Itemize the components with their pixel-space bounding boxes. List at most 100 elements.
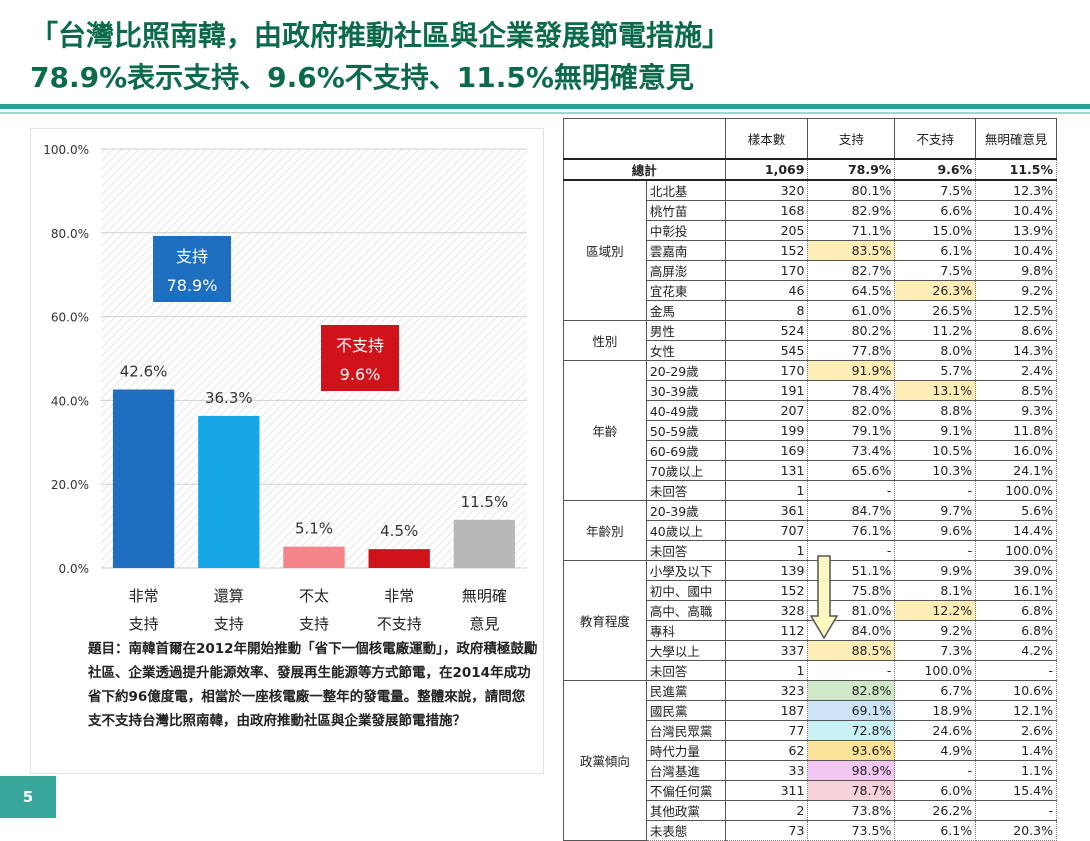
table-cell: 11.8%: [975, 419, 1057, 441]
x-category-label: 無明確: [462, 587, 507, 605]
table-row: 女性 545 77.8% 8.0% 14.3%: [564, 339, 1057, 361]
table-cell: 7.5%: [894, 259, 977, 281]
bar-value-label: 5.1%: [295, 520, 333, 538]
table-cell: 8.8%: [894, 399, 977, 421]
table-cell: 13.9%: [975, 219, 1057, 241]
table-cell: 11.2%: [894, 319, 977, 341]
table-cell: 545: [724, 339, 809, 361]
x-category-label: 意見: [469, 615, 499, 633]
table-row: 雲嘉南 152 83.5% 6.1% 10.4%: [564, 239, 1057, 261]
table-cell: 112: [724, 619, 809, 641]
survey-question: 題目：南韓首爾在2012年開始推動「省下一個核電廠運動」，政府積極鼓勵社區、企業…: [88, 641, 538, 729]
table-cell: 78.4%: [807, 379, 896, 401]
table-cell: 1: [724, 479, 809, 501]
header-corner: [563, 118, 726, 159]
bar: [368, 549, 430, 568]
row-label: 民進黨: [645, 679, 726, 701]
table-cell: -: [975, 799, 1057, 821]
row-label: 台灣民眾黨: [645, 719, 726, 741]
table-cell: 16.1%: [975, 579, 1057, 601]
row-label: 30-39歲: [645, 379, 726, 401]
table-cell: 64.5%: [807, 279, 896, 301]
table-cell: 9.1%: [894, 419, 977, 441]
table-cell: 9.8%: [975, 259, 1057, 281]
table-row: 其他政黨 2 73.8% 26.2% -: [564, 799, 1057, 821]
table-cell: 9.9%: [894, 559, 977, 581]
table-cell: 7.3%: [894, 639, 977, 661]
page-title-line2: 78.9%表示支持、9.6%不支持、11.5%無明確意見: [30, 61, 694, 94]
table-cell: 61.0%: [807, 299, 896, 321]
table-row: 時代力量 62 93.6% 4.9% 1.4%: [564, 739, 1057, 761]
column-header: 不支持: [894, 118, 977, 159]
table-cell: 311: [724, 779, 809, 801]
table-cell: 82.7%: [807, 259, 896, 281]
bar-chart: 0.0% 20.0% 40.0% 60.0% 80.0% 100.0% 42.6% 36.3…: [43, 143, 527, 633]
table-cell: 24.6%: [894, 719, 977, 741]
table-cell: 6.1%: [894, 819, 977, 841]
table-cell: 9.7%: [894, 499, 977, 521]
row-label: 中彰投: [645, 219, 726, 241]
table-cell: 187: [724, 699, 809, 721]
row-label: 宜花東: [645, 279, 726, 301]
table-cell: 80.1%: [807, 179, 896, 201]
table-cell: 26.3%: [894, 279, 977, 301]
row-label: 雲嘉南: [645, 239, 726, 261]
table-cell: 170: [724, 259, 809, 281]
table-cell: 8.1%: [894, 579, 977, 601]
table-cell: 62: [724, 739, 809, 761]
table-cell: 10.4%: [975, 239, 1057, 261]
bar: [283, 546, 345, 568]
table-cell: 93.6%: [807, 739, 896, 761]
x-category-label: 非常: [384, 587, 414, 605]
x-category-label: 非常: [129, 587, 159, 605]
table-cell: 2.6%: [975, 719, 1057, 741]
table-cell: -: [894, 759, 977, 781]
y-tick-label: 40.0%: [51, 394, 89, 408]
table-cell: 12.2%: [894, 599, 977, 621]
row-label: 初中、國中: [645, 579, 726, 601]
table-cell: 328: [724, 599, 809, 621]
bar-value-label: 42.6%: [120, 363, 168, 381]
row-label: 不偏任何黨: [645, 779, 726, 801]
column-header: 支持: [807, 118, 896, 159]
table-cell: 2.4%: [975, 359, 1057, 381]
x-category-label: 不支持: [377, 615, 422, 633]
table-cell: 199: [724, 419, 809, 441]
table-cell: 77: [724, 719, 809, 741]
total-cell: 9.6%: [894, 157, 977, 181]
row-label: 60-69歲: [645, 439, 726, 461]
table-cell: 323: [724, 679, 809, 701]
summary-box-label: 不支持: [336, 336, 384, 355]
total-cell: 78.9%: [807, 157, 896, 181]
total-cell: 11.5%: [975, 157, 1057, 181]
y-tick-label: 100.0%: [43, 143, 89, 157]
table-cell: 100.0%: [975, 479, 1057, 501]
table-row: 中彰投 205 71.1% 15.0% 13.9%: [564, 219, 1057, 241]
table-cell: 168: [724, 199, 809, 221]
table-cell: 9.6%: [894, 519, 977, 541]
table-row: 30-39歲 191 78.4% 13.1% 8.5%: [564, 379, 1057, 401]
table-row: 40-49歲 207 82.0% 8.8% 9.3%: [564, 399, 1057, 421]
group-label: 區域別: [563, 179, 647, 321]
table-row: 台灣民眾黨 77 72.8% 24.6% 2.6%: [564, 719, 1057, 741]
table-cell: 69.1%: [807, 699, 896, 721]
y-tick-label: 60.0%: [51, 311, 89, 325]
table-cell: 170: [724, 359, 809, 381]
table-cell: 131: [724, 459, 809, 481]
header-divider-thin: [0, 112, 1090, 114]
row-label: 未回答: [645, 539, 726, 561]
table-cell: 10.4%: [975, 199, 1057, 221]
table-cell: 15.0%: [894, 219, 977, 241]
table-cell: 33: [724, 759, 809, 781]
group-label: 年齡: [563, 359, 647, 501]
table-row: 區域別 北北基 320 80.1% 7.5% 12.3%: [563, 179, 1057, 321]
table-cell: 5.6%: [975, 499, 1057, 521]
bar-value-label: 11.5%: [461, 493, 509, 511]
table-cell: 39.0%: [975, 559, 1057, 581]
row-label: 桃竹苗: [645, 199, 726, 221]
table-cell: 13.1%: [894, 379, 977, 401]
summary-box: [321, 325, 399, 391]
table-cell: 12.3%: [975, 179, 1057, 201]
row-label: 金馬: [645, 299, 726, 321]
row-label: 小學及以下: [645, 559, 726, 581]
